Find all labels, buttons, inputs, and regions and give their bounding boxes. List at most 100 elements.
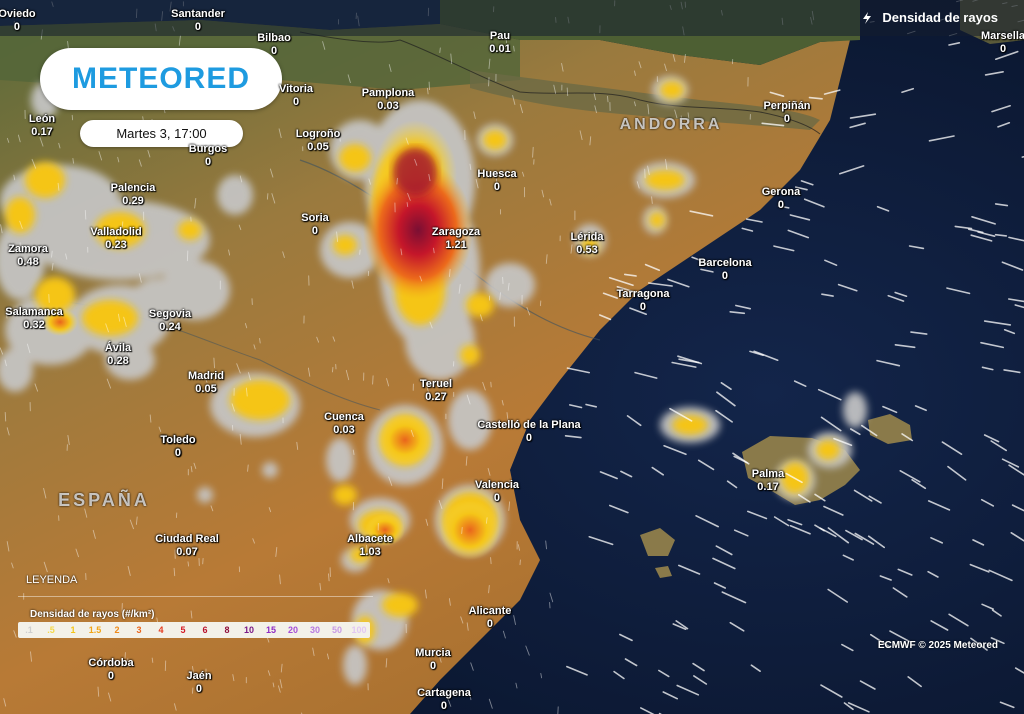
city-marker[interactable]: Salamanca 0.32 — [5, 306, 62, 332]
city-value: 0 — [195, 683, 203, 695]
city-marker[interactable]: Jaén 0 — [186, 670, 211, 696]
legend-heading[interactable]: LEYENDA — [26, 574, 78, 586]
city-name: Jaén — [186, 670, 212, 682]
city-value: 0.29 — [122, 195, 144, 207]
city-value: 0.05 — [307, 141, 329, 153]
pyrenees — [470, 70, 820, 130]
city-name: Valencia — [474, 479, 520, 491]
city-marker[interactable]: Lérida 0.53 — [570, 231, 603, 257]
city-marker[interactable]: Alicante 0 — [469, 605, 512, 631]
city-name: Santander — [171, 8, 225, 20]
border-line — [299, 31, 821, 135]
city-name: Marsella — [980, 30, 1024, 42]
city-marker[interactable]: Logroño 0.05 — [296, 128, 341, 154]
date-time-pill[interactable]: Martes 3, 17:00 — [80, 120, 243, 147]
city-marker[interactable]: Castelló de la Plana 0 — [477, 419, 580, 445]
region-label: ANDORRA — [619, 116, 723, 133]
legend-tick: 6 — [202, 625, 208, 635]
city-marker[interactable]: Burgos 0 — [189, 143, 228, 169]
top-bar — [0, 0, 1024, 36]
city-marker[interactable]: Madrid 0.05 — [188, 370, 224, 396]
city-name: Castelló de la Plana — [477, 419, 581, 431]
city-marker[interactable]: Ciudad Real 0.07 — [155, 533, 219, 559]
city-marker[interactable]: Palma 0.17 — [752, 468, 784, 494]
city-marker[interactable]: Pamplona 0.03 — [362, 87, 415, 113]
city-name: Albacete — [347, 533, 393, 545]
city-marker[interactable]: Marsella 0 — [981, 30, 1024, 56]
city-marker[interactable]: Toledo 0 — [160, 434, 195, 460]
city-name: Toledo — [160, 434, 196, 446]
city-value: 0.17 — [757, 481, 779, 493]
city-value: 0 — [999, 43, 1007, 55]
city-marker[interactable]: León 0.17 — [29, 113, 55, 139]
menorca — [868, 414, 912, 444]
city-marker[interactable]: Santander 0 — [171, 8, 225, 34]
city-marker[interactable]: Valencia 0 — [475, 479, 519, 505]
legend-tick: 50 — [331, 625, 342, 635]
city-name: Palma — [751, 468, 785, 480]
brand-name: METEORED — [71, 62, 250, 95]
city-value: 0.07 — [176, 546, 198, 558]
city-marker[interactable]: Valladolid 0.23 — [90, 226, 141, 252]
legend-tick: 2 — [114, 625, 120, 635]
city-name: Alicante — [468, 605, 512, 617]
city-marker[interactable]: Tarragona 0 — [617, 288, 670, 314]
city-marker[interactable]: Segovia 0.24 — [149, 308, 191, 334]
city-marker[interactable]: Cartagena 0 — [417, 687, 471, 713]
city-marker[interactable]: Zaragoza 1.21 — [432, 226, 480, 252]
city-marker[interactable]: Bilbao 0 — [257, 32, 291, 58]
city-marker[interactable]: Córdoba 0 — [88, 657, 133, 683]
city-value: 0.03 — [377, 100, 399, 112]
city-value: 0 — [783, 113, 791, 125]
city-marker[interactable]: Zamora 0.48 — [8, 243, 48, 269]
city-marker[interactable]: Palencia 0.29 — [111, 182, 156, 208]
city-marker[interactable]: Cuenca 0.03 — [324, 411, 364, 437]
city-marker[interactable]: Vitoria 0 — [279, 83, 313, 109]
legend-tick: 3 — [136, 625, 142, 635]
city-name: Teruel — [419, 378, 453, 390]
city-marker[interactable]: Toledo 0 — [160, 434, 195, 460]
city-marker[interactable]: Albacete 1.03 — [347, 533, 393, 559]
city-value: 0 — [493, 492, 501, 504]
city-name: Soria — [301, 212, 329, 224]
city-marker[interactable]: Huesca 0 — [477, 168, 516, 194]
city-marker[interactable]: Ávila 0.28 — [105, 342, 131, 368]
layer-selector[interactable]: Densidad de rayos — [860, 10, 998, 25]
city-name: Ávila — [104, 342, 132, 354]
lightning-icon — [863, 11, 872, 24]
city-marker[interactable]: Murcia 0 — [415, 647, 450, 673]
city-marker[interactable]: Perpiñán 0 — [763, 100, 810, 126]
city-marker[interactable]: Teruel 0.27 — [420, 378, 452, 404]
city-name: Tarragona — [616, 288, 670, 300]
city-value: 0 — [292, 96, 300, 108]
city-marker[interactable]: Barcelona 0 — [698, 257, 751, 283]
city-value: 0.28 — [107, 355, 129, 367]
city-name: Pau — [489, 30, 511, 42]
city-name: Segovia — [148, 308, 192, 320]
legend-color-scale: .1 .5 1 1.5 2 3 4 5 6 8 10 15 20 30 50 100 — [18, 622, 370, 638]
city-marker[interactable]: Pau 0.01 — [489, 30, 510, 56]
formentera — [655, 566, 672, 578]
city-value: 0.23 — [105, 239, 127, 251]
city-value: 0 — [107, 670, 115, 682]
city-name: Zamora — [8, 243, 48, 255]
brand-logo[interactable]: METEORED — [40, 48, 282, 110]
city-value: 0 — [525, 432, 533, 444]
city-name: Córdoba — [88, 657, 134, 669]
legend-tick: .1 — [25, 625, 33, 635]
legend-tick: 1 — [70, 625, 76, 635]
city-marker[interactable]: Gerona 0 — [762, 186, 801, 212]
city-value: 0.32 — [23, 319, 45, 331]
city-name: Oviedo — [0, 8, 36, 20]
city-value: 1.21 — [445, 239, 467, 251]
city-marker[interactable]: Oviedo 0 — [0, 8, 36, 34]
city-name: Cuenca — [324, 411, 364, 423]
legend-tick: .5 — [47, 625, 55, 635]
city-marker[interactable]: Soria 0 — [301, 212, 329, 238]
credit-text: ECMWF © 2025 Meteored — [877, 640, 998, 651]
city-value: 0.27 — [425, 391, 447, 403]
region-label: ESPAÑA — [58, 490, 150, 510]
